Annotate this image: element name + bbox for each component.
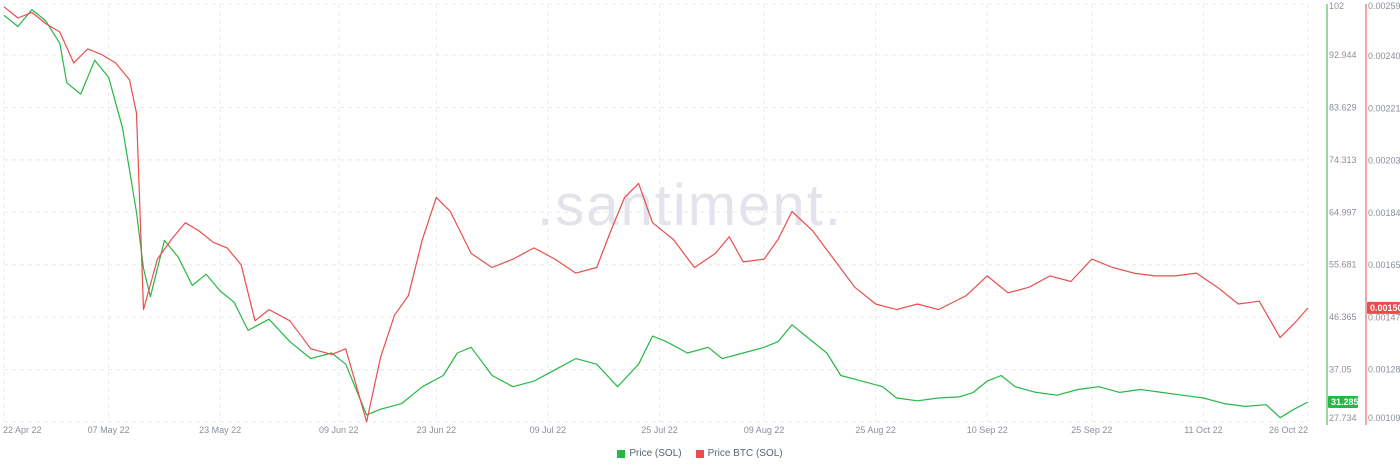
legend-label-btc-price: Price BTC (SOL) [707, 448, 783, 459]
chart-legend: Price (SOL) Price BTC (SOL) [0, 448, 1400, 459]
left-y-tick-label: 64.997 [1329, 207, 1357, 217]
x-tick-label: 07 May 22 [88, 425, 130, 435]
legend-item-btc-price[interactable]: Price BTC (SOL) [695, 448, 783, 459]
series-line-sol-price [3, 9, 1309, 419]
legend-swatch-sol [617, 449, 626, 458]
left-y-tick-label: 102 [1329, 1, 1344, 11]
x-tick-label: 22 Apr 22 [3, 425, 42, 435]
x-tick-label: 11 Oct 22 [1184, 425, 1222, 435]
right-y-tick-label: 0.00259 [1368, 1, 1400, 11]
legend-label-sol-price: Price (SOL) [629, 448, 682, 459]
x-tick-label: 09 Aug 22 [744, 425, 785, 435]
current-value-badges: 31.285 0.001506 [1328, 301, 1400, 409]
legend-swatch-btc [695, 449, 704, 458]
right-y-tick-label: 0.001099 [1368, 413, 1400, 423]
santiment-watermark: .santiment. [537, 173, 843, 238]
x-tick-label: 23 May 22 [199, 425, 241, 435]
right-y-tick-label: 0.002405 [1368, 51, 1400, 61]
x-tick-label: 26 Oct 22 [1269, 425, 1308, 435]
left-y-tick-label: 83.629 [1329, 102, 1357, 112]
left-y-tick-label: 55.681 [1329, 260, 1357, 270]
x-tick-label: 10 Sep 22 [967, 425, 1008, 435]
current-btc-price-badge: 0.001506 [1370, 303, 1400, 313]
current-sol-price-badge: 31.285 [1331, 397, 1359, 407]
tick-labels: 22 Apr 22 07 May 22 23 May 22 09 Jun 22 23 J… [3, 1, 1400, 435]
right-y-tick-label: 0.001845 [1368, 208, 1400, 218]
right-y-tick-label: 0.002032 [1368, 155, 1400, 165]
left-y-tick-label: 46.365 [1329, 312, 1357, 322]
x-tick-label: 25 Sep 22 [1071, 425, 1112, 435]
left-y-tick-label: 92.944 [1329, 50, 1357, 60]
left-y-tick-label: 27.734 [1329, 413, 1357, 423]
right-y-tick-label: 0.001472 [1368, 312, 1400, 322]
x-tick-label: 09 Jun 22 [319, 425, 359, 435]
chart-grid [3, 3, 1309, 423]
series-layer [3, 6, 1309, 423]
left-y-tick-label: 74.313 [1329, 155, 1357, 165]
x-tick-label: 09 Jul 22 [530, 425, 567, 435]
x-tick-label: 25 Jul 22 [641, 425, 678, 435]
current-btc-price-badge-bg [1367, 301, 1400, 314]
x-tick-label: 23 Jun 22 [417, 425, 457, 435]
right-y-tick-label: 0.001286 [1368, 365, 1400, 375]
legend-item-sol-price[interactable]: Price (SOL) [617, 448, 682, 459]
right-y-tick-label: 0.002218 [1368, 103, 1400, 113]
right-y-tick-label: 0.001659 [1368, 260, 1400, 270]
current-sol-price-badge-bg [1328, 396, 1358, 409]
series-line-btc-price [3, 6, 1309, 423]
left-y-tick-label: 37.05 [1329, 365, 1352, 375]
x-tick-label: 25 Aug 22 [855, 425, 896, 435]
